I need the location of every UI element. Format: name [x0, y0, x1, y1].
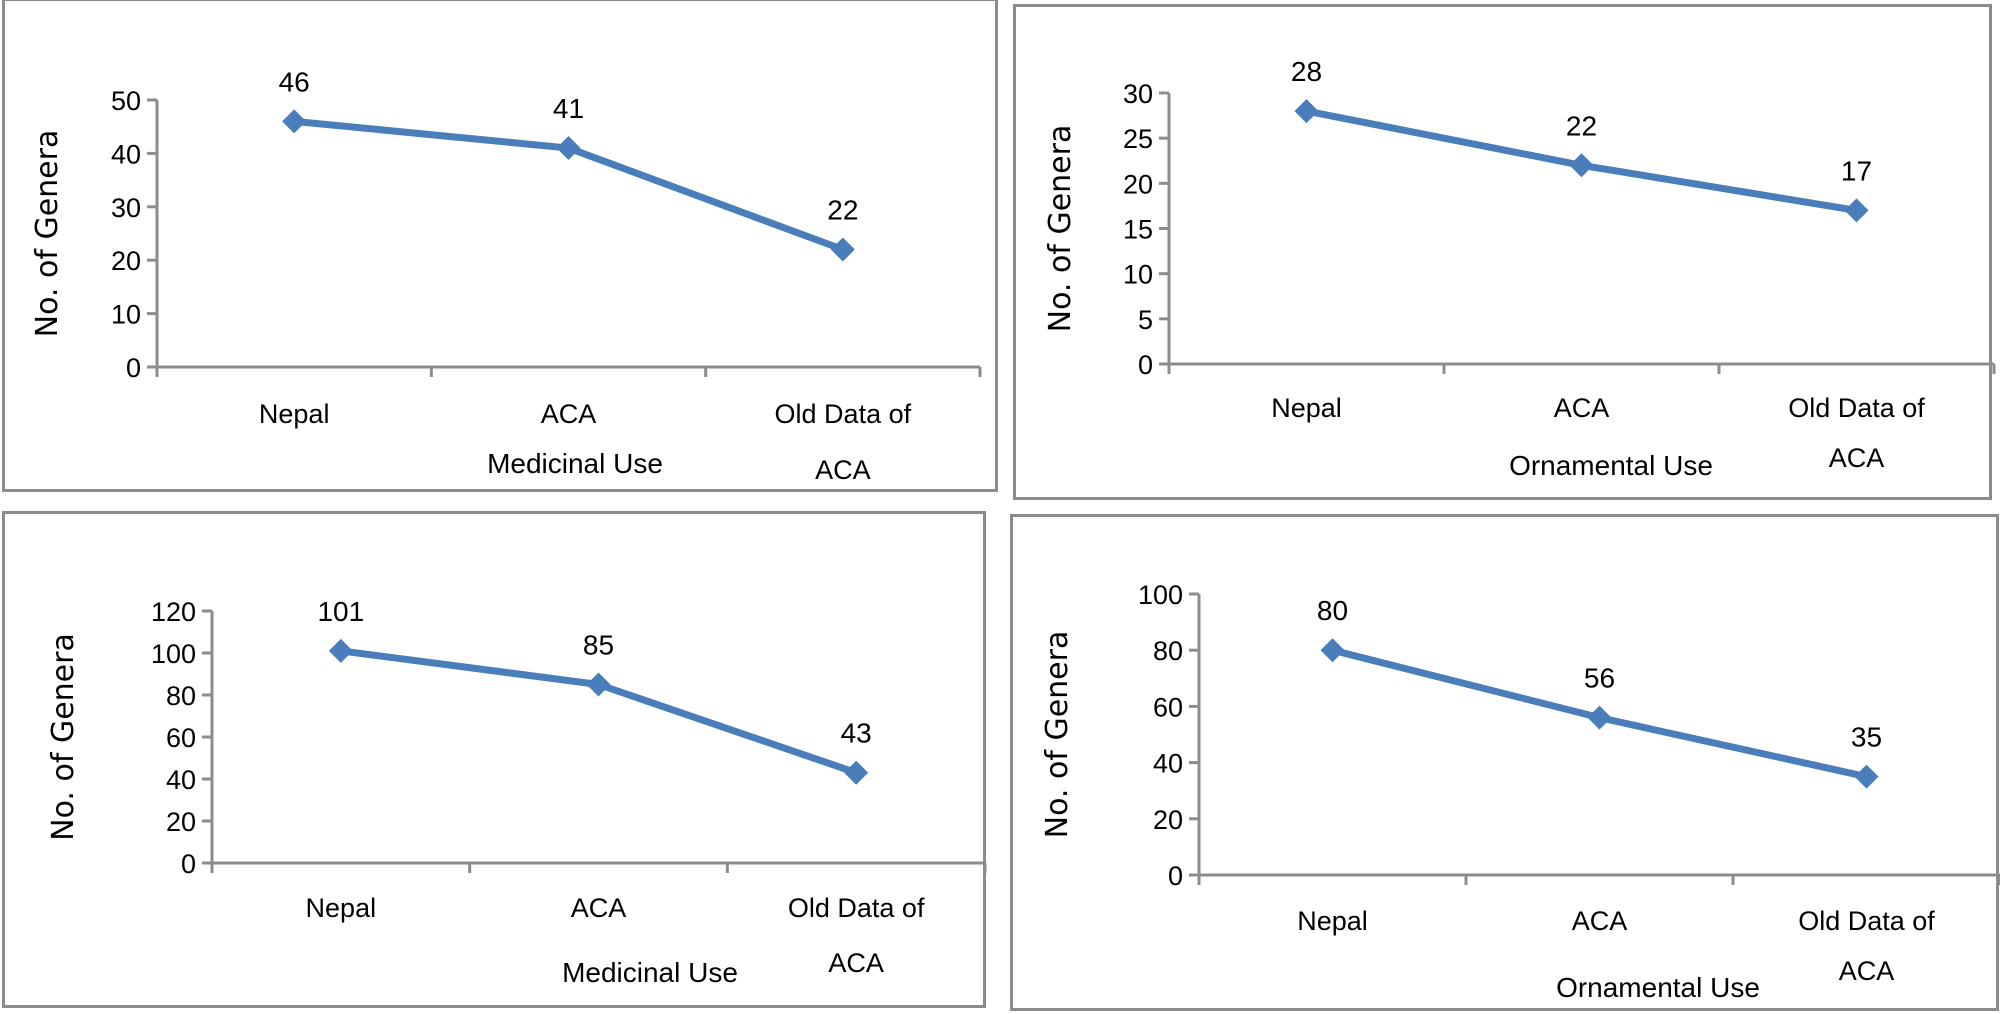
data-label: 17	[1841, 155, 1872, 186]
data-label: 80	[1317, 595, 1348, 626]
data-label: 43	[841, 718, 872, 749]
y-axis-title: No. of Genera	[1043, 125, 1078, 333]
x-category-label: ACA	[571, 893, 627, 923]
data-point-marker	[844, 760, 869, 785]
chart-panel-medicinal-1: 0 10 20 30 40 50 Nepal ACA Old Data of ACA Medicin…	[2, 0, 998, 492]
y-tick-label: 0	[126, 353, 141, 383]
y-tick-label: 0	[1138, 350, 1153, 380]
data-point-marker	[328, 638, 353, 663]
x-category-label: Old Data of	[775, 399, 912, 429]
data-label: 56	[1584, 663, 1615, 694]
data-label: 35	[1851, 722, 1882, 753]
y-tick-label: 120	[151, 597, 196, 627]
chart-panel-medicinal-2: 0 20 40 60 80 100 120 Nepal ACA Old Data of ACA Med…	[2, 511, 987, 1008]
y-tick-label: 10	[111, 300, 141, 330]
chart-panel-ornamental-2: 0 20 40 60 80 100 Nepal ACA Old Data of ACA Orname…	[1010, 514, 2000, 1011]
line-chart-ornamental-1: 0 5 10 15 20 25 30 Nepal ACA Old Data of ACA Orname…	[1043, 56, 1996, 481]
y-tick-label: 40	[111, 139, 141, 169]
data-label: 85	[583, 630, 614, 661]
x-axis-title: Medicinal Use	[562, 957, 738, 988]
chart-panel-ornamental-1: 0 5 10 15 20 25 30 Nepal ACA Old Data of ACA Orname…	[1013, 4, 1996, 500]
y-tick-label: 100	[1138, 580, 1183, 610]
line-chart-ornamental-2: 0 20 40 60 80 100 Nepal ACA Old Data of ACA Orname…	[1040, 580, 2000, 1003]
series-line	[340, 647, 858, 777]
data-label: 28	[1291, 56, 1322, 87]
y-tick-label: 25	[1123, 124, 1153, 154]
data-point-marker	[1569, 153, 1594, 178]
y-tick-label: 0	[1168, 861, 1183, 891]
x-category-label: ACA	[541, 399, 597, 429]
y-tick-label: 40	[1153, 749, 1183, 779]
data-label: 41	[553, 93, 584, 124]
data-point-marker	[282, 109, 307, 134]
x-category-label: ACA	[1554, 393, 1610, 423]
x-category-label: ACA	[815, 455, 871, 485]
x-category-label: ACA	[828, 948, 884, 978]
y-tick-label: 10	[1123, 260, 1153, 290]
x-category-label: Old Data of	[788, 893, 925, 923]
y-axis-title: No. of Genera	[1040, 631, 1075, 839]
data-label: 22	[827, 195, 858, 226]
x-category-label: Old Data of	[1788, 393, 1925, 423]
data-label: 101	[317, 596, 364, 627]
x-category-label: ACA	[1829, 443, 1885, 473]
y-tick-label: 5	[1138, 305, 1153, 335]
y-tick-label: 60	[166, 723, 196, 753]
x-category-label: ACA	[1572, 906, 1628, 936]
data-point-marker	[1844, 198, 1869, 223]
x-category-label: ACA	[1839, 956, 1895, 986]
data-label: 22	[1566, 110, 1597, 141]
y-tick-label: 30	[1123, 79, 1153, 109]
y-tick-label: 20	[1153, 805, 1183, 835]
y-tick-label: 20	[1123, 169, 1153, 199]
y-tick-label: 20	[111, 246, 141, 276]
x-category-label: Nepal	[1271, 393, 1342, 423]
y-tick-label: 40	[166, 765, 196, 795]
x-category-label: Nepal	[1297, 906, 1368, 936]
data-label: 46	[279, 66, 310, 97]
data-point-marker	[1294, 99, 1319, 124]
x-category-label: Nepal	[306, 893, 377, 923]
line-chart-medicinal-2: 0 20 40 60 80 100 120 Nepal ACA Old Data of ACA Med…	[46, 596, 987, 988]
y-tick-label: 15	[1123, 215, 1153, 245]
data-point-marker	[830, 237, 855, 262]
y-tick-label: 50	[111, 86, 141, 116]
x-axis-title: Ornamental Use	[1509, 450, 1713, 481]
x-category-label: Old Data of	[1798, 906, 1935, 936]
y-tick-label: 30	[111, 193, 141, 223]
x-axis-title: Ornamental Use	[1556, 972, 1760, 1003]
x-category-label: Nepal	[259, 399, 330, 429]
line-chart-medicinal-1: 0 10 20 30 40 50 Nepal ACA Old Data of ACA Medicin…	[30, 66, 982, 485]
y-tick-label: 100	[151, 639, 196, 669]
x-axis-title: Medicinal Use	[487, 448, 663, 479]
data-point-marker	[556, 136, 581, 161]
y-tick-label: 80	[1153, 636, 1183, 666]
data-point-marker	[586, 672, 611, 697]
data-point-marker	[1320, 638, 1345, 663]
y-tick-label: 0	[181, 849, 196, 879]
y-axis-title: No. of Genera	[46, 633, 81, 841]
y-tick-label: 80	[166, 681, 196, 711]
data-point-marker	[1587, 705, 1612, 730]
y-tick-label: 60	[1153, 692, 1183, 722]
y-axis-title: No. of Genera	[30, 130, 65, 338]
data-point-marker	[1854, 764, 1879, 789]
y-tick-label: 20	[166, 807, 196, 837]
